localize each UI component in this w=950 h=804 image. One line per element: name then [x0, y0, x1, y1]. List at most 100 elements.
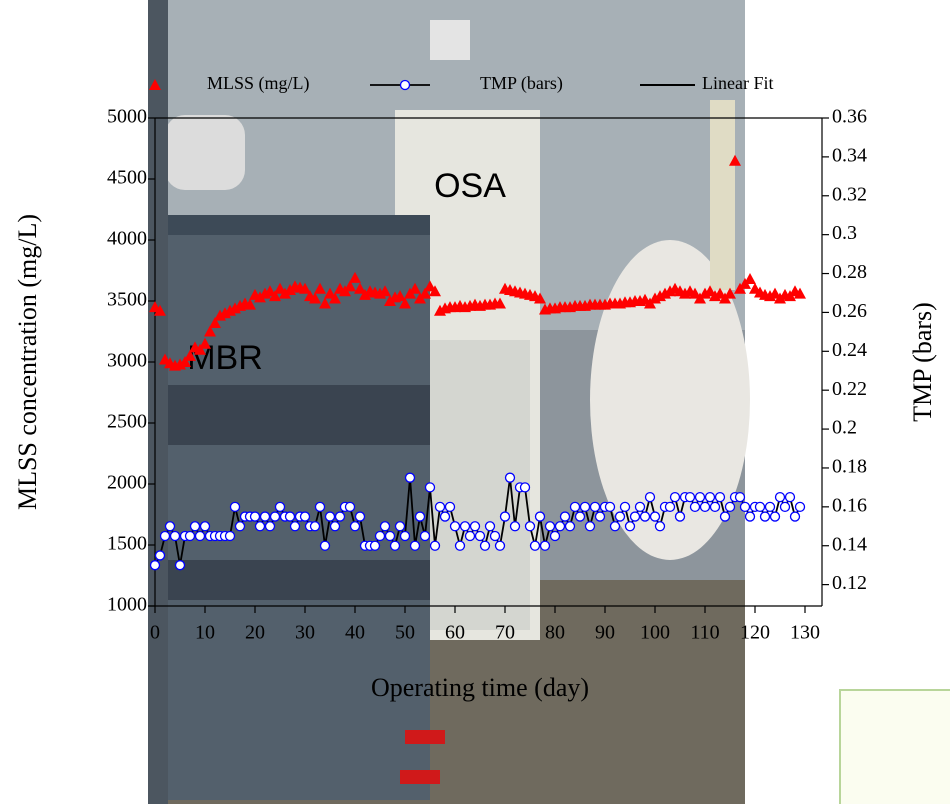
y-axis-title: MLSS concentration (mg/L): [13, 214, 42, 510]
annotation: MBR: [187, 339, 263, 377]
tmp-point: [544, 521, 556, 532]
tmp-point: [569, 501, 581, 512]
tmp-point: [674, 511, 686, 522]
tmp-point: [309, 521, 321, 532]
mlss-point: [769, 287, 781, 299]
mlss-point: [209, 316, 221, 328]
tmp-point: [689, 501, 701, 512]
tmp-point: [664, 501, 676, 512]
tmp-point: [654, 521, 666, 532]
tmp-point: [489, 530, 501, 542]
mlss-point: [744, 273, 756, 285]
mlss-point: [154, 304, 166, 316]
tmp-point: [424, 482, 436, 493]
y-tick-label: 2500: [107, 411, 147, 433]
tmp-point: [694, 491, 706, 503]
tmp-point: [604, 501, 616, 512]
y2-tick-label: 0.34: [832, 144, 867, 166]
y2-tick-label: 0.28: [832, 261, 867, 283]
mlss-point: [199, 337, 211, 349]
y2-tick-label: 0.14: [832, 533, 867, 555]
tmp-point: [194, 530, 206, 542]
y-tick-label: 5000: [107, 106, 147, 128]
y2-tick-label: 0.12: [832, 572, 867, 594]
mlss-point: [354, 282, 366, 294]
tmp-line: [154, 477, 801, 566]
tmp-point: [559, 511, 571, 522]
tmp-point: [499, 511, 511, 522]
mlss-point: [204, 325, 216, 337]
x-tick-label: 50: [395, 622, 415, 644]
tmp-point: [394, 521, 406, 532]
y2-axis-title: TMP (bars): [908, 302, 937, 422]
tmp-point: [754, 501, 766, 512]
tmp-point: [629, 511, 641, 522]
tmp-point: [369, 540, 381, 551]
tmp-point: [319, 540, 331, 551]
tmp-point: [794, 501, 806, 512]
mlss-point: [409, 282, 421, 294]
x-tick-label: 60: [445, 622, 465, 644]
tmp-point: [154, 550, 166, 561]
mlss-point: [184, 349, 196, 361]
tmp-point: [229, 501, 241, 512]
tmp-point: [789, 511, 801, 522]
tmp-point: [614, 511, 626, 522]
x-tick-label: 70: [495, 622, 515, 644]
tmp-point: [444, 501, 456, 512]
tmp-point: [174, 560, 186, 571]
mlss-point: [774, 292, 786, 304]
mlss-point: [384, 295, 396, 306]
legend-label: Linear Fit: [702, 73, 773, 93]
tmp-point: [149, 560, 161, 571]
y-tick-label: 3000: [107, 350, 147, 372]
tmp-point: [284, 511, 296, 522]
mlss-point: [794, 287, 806, 299]
tmp-point: [404, 472, 416, 483]
tmp-point: [399, 530, 411, 542]
tmp-point: [779, 501, 791, 512]
tmp-point: [534, 511, 546, 522]
axes: [148, 117, 823, 607]
mlss-point: [194, 343, 206, 355]
y2-tick-label: 0.16: [832, 494, 867, 516]
tmp-point: [719, 511, 731, 522]
tmp-point: [314, 501, 326, 512]
tmp-point: [529, 540, 541, 551]
tmp-point: [419, 530, 431, 542]
tmp-point: [169, 530, 181, 542]
tmp-point: [354, 511, 366, 522]
tmp-point: [474, 530, 486, 542]
y-tick-label: 4500: [107, 167, 147, 189]
tmp-point: [224, 530, 236, 542]
annotation: OSA: [434, 167, 506, 205]
mlss-point: [324, 287, 336, 299]
tmp-point: [539, 540, 551, 551]
tmp-point: [264, 521, 276, 532]
tmp-point: [634, 501, 646, 512]
tmp-point: [699, 501, 711, 512]
mlss-point: [254, 291, 266, 303]
tmp-point: [449, 521, 461, 532]
tmp-point: [469, 521, 481, 532]
tmp-point: [574, 511, 586, 522]
tmp-point: [549, 530, 561, 542]
tmp-point: [734, 491, 746, 503]
tmp-point: [439, 511, 451, 522]
tmp-point: [744, 511, 756, 522]
tmp-point: [484, 521, 496, 532]
x-tick-label: 80: [545, 622, 565, 644]
tmp-point: [329, 521, 341, 532]
mlss-point: [329, 292, 341, 304]
mlss-point: [394, 290, 406, 302]
photo-background: [148, 0, 750, 804]
tmp-point: [414, 511, 426, 522]
mlss-point: [314, 282, 326, 294]
tmp-point: [519, 482, 531, 493]
x-tick-label: 90: [595, 622, 615, 644]
x-tick-label: 120: [740, 622, 770, 644]
tmp-point: [249, 511, 261, 522]
tmp-point: [759, 511, 771, 522]
mlss-point: [264, 285, 276, 297]
mlss-point: [244, 298, 256, 310]
